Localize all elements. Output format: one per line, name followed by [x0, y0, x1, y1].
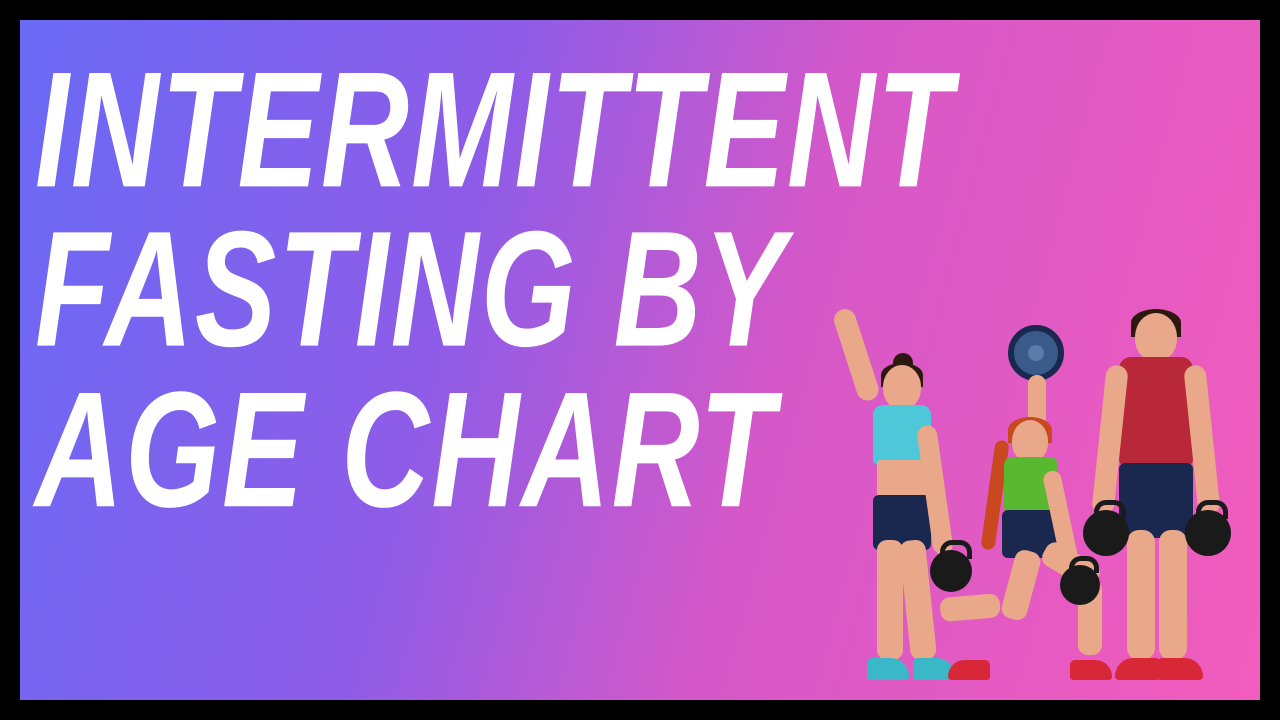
figure-lunging-woman	[960, 325, 1110, 685]
kettlebell-icon	[1185, 510, 1231, 556]
gradient-frame: INTERMITTENT FASTING BY AGE CHART	[20, 20, 1260, 700]
kettlebell-icon	[1060, 565, 1100, 605]
dumbbell-icon	[1008, 325, 1064, 381]
figure-stretching-woman	[825, 305, 975, 685]
title-line-1: INTERMITTENT	[35, 50, 954, 210]
fitness-illustration	[815, 285, 1235, 685]
